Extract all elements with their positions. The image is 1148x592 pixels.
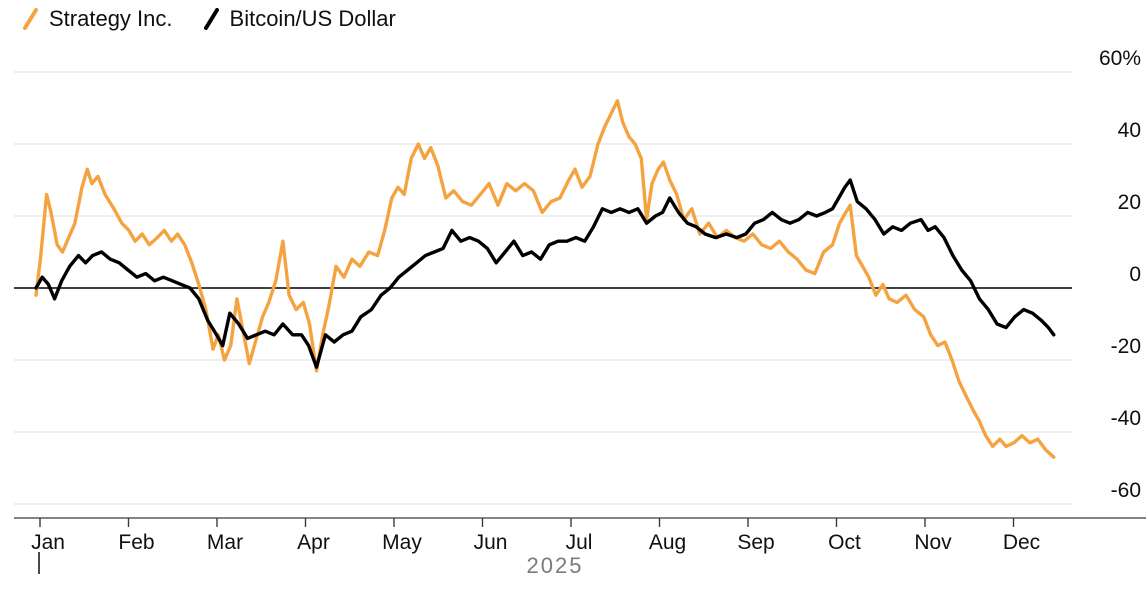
x-axis-label: Jan: [31, 531, 65, 554]
strategy-series-marker-icon: [23, 8, 38, 30]
y-axis-label: -60: [1111, 479, 1141, 502]
x-axis-label: Jun: [474, 531, 508, 554]
x-axis-label: Dec: [1003, 531, 1040, 554]
bitcoin-series-marker-icon: [203, 8, 219, 30]
x-axis-label: Jul: [566, 531, 593, 554]
legend-label-strategy: Strategy Inc.: [49, 6, 173, 31]
legend-label-bitcoin: Bitcoin/US Dollar: [229, 6, 396, 31]
chart-legend: Strategy Inc. Bitcoin/US Dollar: [22, 6, 396, 32]
legend-item-strategy: Strategy Inc.: [22, 6, 173, 32]
x-axis-label: May: [382, 531, 422, 554]
y-axis-label: -40: [1111, 407, 1141, 430]
y-axis-label: 40: [1118, 119, 1141, 142]
x-axis-label: Feb: [118, 531, 154, 554]
x-axis-label: Oct: [828, 531, 861, 554]
x-axis-label: Nov: [914, 531, 952, 554]
legend-item-bitcoin: Bitcoin/US Dollar: [203, 6, 396, 32]
y-axis-label: 60%: [1099, 47, 1141, 70]
x-axis-label: Sep: [737, 531, 774, 554]
y-axis-label: 20: [1118, 191, 1141, 214]
series-line-strategy: [34, 99, 1056, 459]
x-axis-label: Apr: [297, 531, 330, 554]
year-label: 2025: [526, 553, 584, 578]
y-axis-label: 0: [1129, 263, 1141, 286]
year-boundary-tick: [38, 552, 40, 574]
y-axis-label: -20: [1111, 335, 1141, 358]
x-axis-label: Aug: [649, 531, 686, 554]
x-axis-label: Mar: [207, 531, 243, 554]
series-line-bitcoin: [34, 178, 1056, 369]
